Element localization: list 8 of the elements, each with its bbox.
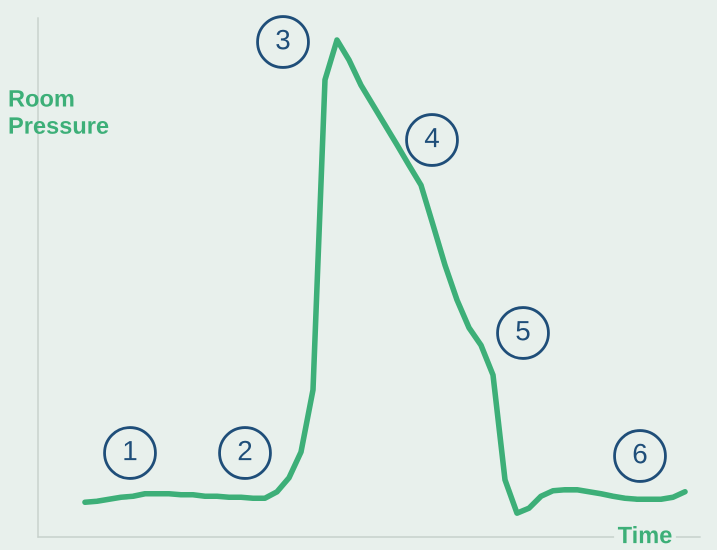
annotation: 1 — [124, 441, 136, 460]
y-axis-title: Room Pressure — [10, 90, 108, 134]
annotation: 4 — [424, 128, 439, 148]
annotation: 6 — [634, 444, 647, 464]
annotation: 5 — [516, 321, 530, 340]
annotation: 2 — [238, 440, 252, 460]
annotation: 3 — [276, 30, 290, 50]
x-axis-title: Time — [618, 526, 672, 544]
